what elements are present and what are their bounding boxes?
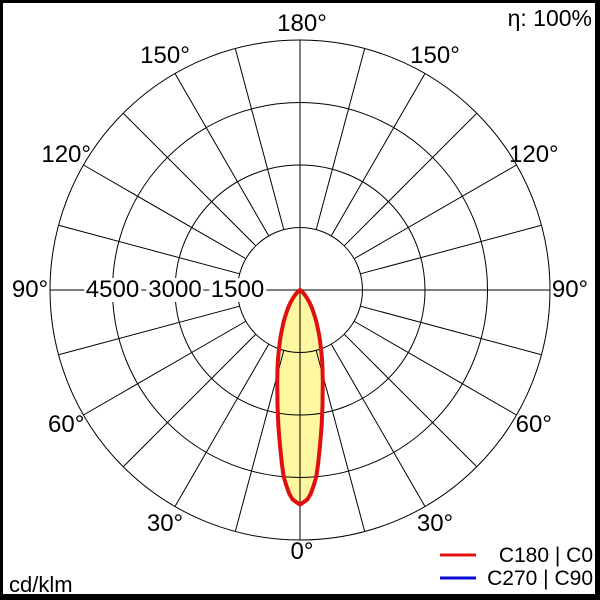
legend-item-c90: C270 | C90 <box>433 567 593 589</box>
grid-spoke <box>343 333 478 468</box>
angle-label-30-left: 30° <box>146 509 184 537</box>
legend-label-c0: C180 | C0 <box>498 543 593 567</box>
angle-label-30-right: 30° <box>416 509 454 537</box>
legend-line-red <box>440 553 476 557</box>
angle-label-60-right: 60° <box>515 411 552 438</box>
frame-border-top <box>0 0 600 3</box>
angle-label-60-left: 60° <box>48 411 85 438</box>
frame-border-bottom <box>0 594 600 600</box>
grid-spoke <box>343 112 478 247</box>
angle-label-120-right: 120° <box>508 141 559 168</box>
grid-spoke <box>330 73 426 237</box>
radial-tick-label-1500: 1500 <box>208 276 267 303</box>
frame-border-left <box>0 0 3 600</box>
angle-label-150-left: 150° <box>140 42 190 70</box>
grid-spoke <box>360 224 542 275</box>
grid-spoke <box>330 343 426 507</box>
beam-curve-outline <box>275 288 325 507</box>
frame-border-right <box>595 0 600 600</box>
angle-label-0: 0° <box>290 538 314 565</box>
grid-spoke <box>58 305 240 356</box>
grid-spoke <box>353 320 517 416</box>
angle-label-180: 180° <box>277 10 327 37</box>
grid-spoke <box>58 224 240 275</box>
light-output-ratio-label: η: 100% <box>507 5 592 31</box>
radial-tick-label-3000: 3000 <box>146 276 204 303</box>
unit-label: cd/klm <box>9 572 73 597</box>
grid-spoke <box>174 73 270 237</box>
grid-spoke <box>83 164 247 260</box>
angle-label-90-left: 90° <box>11 276 49 303</box>
grid-spoke <box>315 48 366 230</box>
grid-spoke <box>234 48 285 230</box>
grid-spoke <box>122 112 257 247</box>
legend-line-blue <box>440 576 476 580</box>
angle-label-150-right: 150° <box>410 42 460 70</box>
grid-spoke <box>353 164 517 260</box>
grid-spoke <box>360 305 542 356</box>
grid-spoke <box>174 343 270 507</box>
grid-spoke <box>83 320 247 416</box>
legend-label-c90: C270 | C90 <box>487 566 593 590</box>
angle-label-120-left: 120° <box>41 141 91 168</box>
legend-item-c0: C180 | C0 <box>433 544 593 566</box>
radial-tick-label-4500: 4500 <box>83 276 142 303</box>
grid-spoke <box>122 333 257 468</box>
angle-label-90-right: 90° <box>551 276 589 303</box>
